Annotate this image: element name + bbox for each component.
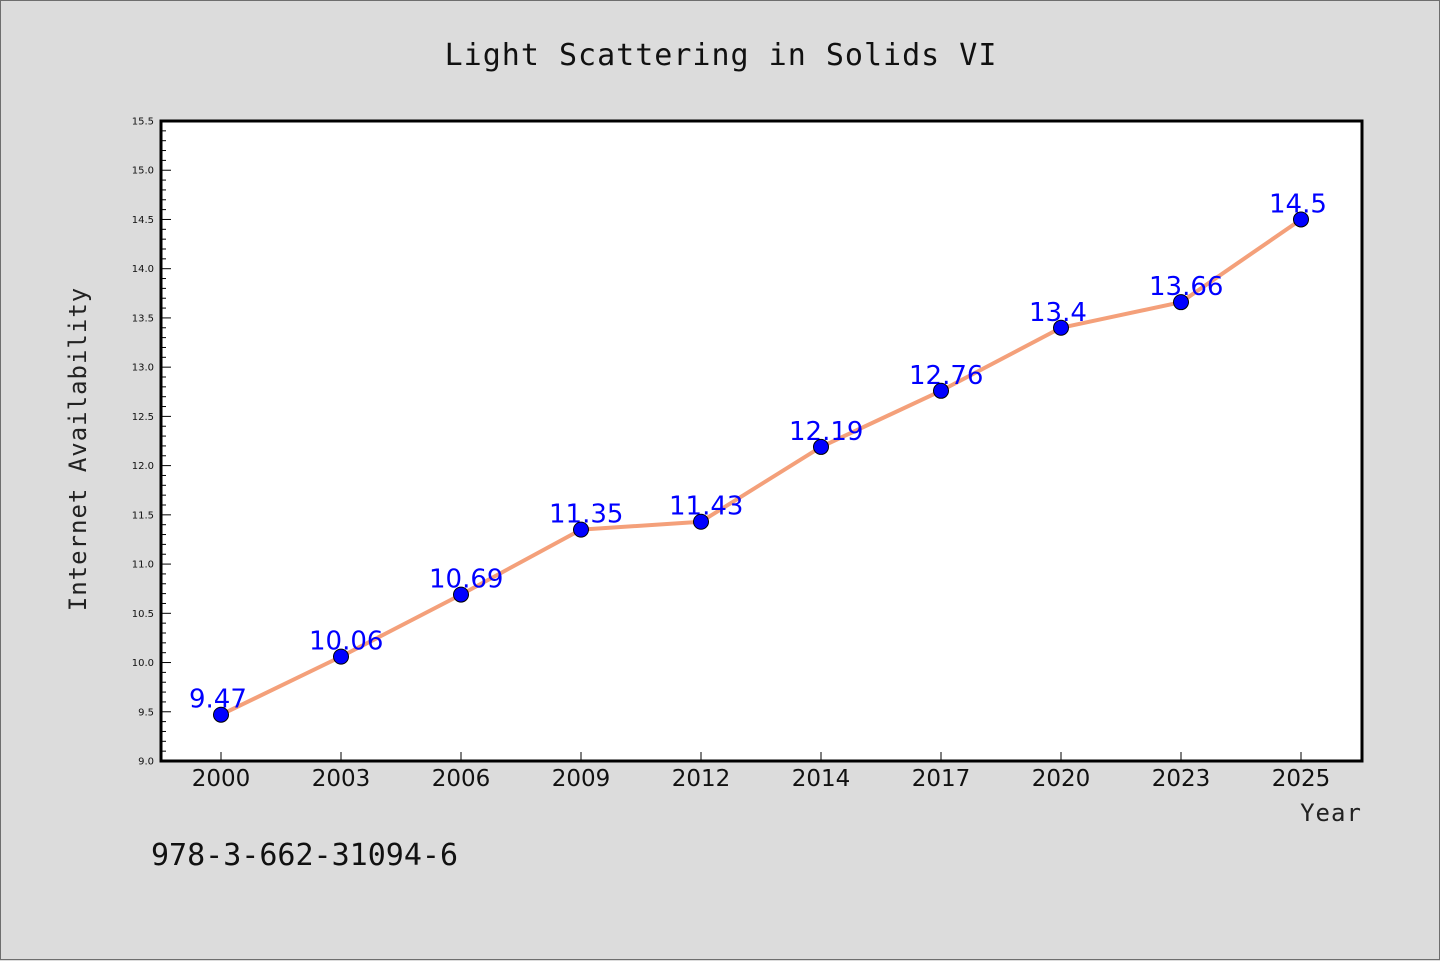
x-tick-label: 2017 bbox=[912, 766, 971, 792]
y-tick-label: 11.5 bbox=[132, 510, 154, 521]
series-line bbox=[219, 217, 1303, 717]
x-tick-label: 2023 bbox=[1152, 766, 1211, 792]
x-axis-label: Year bbox=[1300, 799, 1362, 827]
y-tick-label: 13.0 bbox=[132, 363, 154, 374]
y-axis-label: Internet Availability bbox=[64, 287, 92, 611]
x-tick-label: 2014 bbox=[792, 766, 851, 792]
data-point bbox=[1053, 319, 1069, 336]
data-points bbox=[213, 211, 1309, 723]
data-point bbox=[453, 586, 469, 603]
isbn-text: 978-3-662-31094-6 bbox=[151, 838, 458, 873]
data-point bbox=[573, 521, 589, 538]
plot-area bbox=[159, 119, 1364, 763]
y-tick-label: 10.0 bbox=[132, 658, 154, 669]
x-tick-label: 2003 bbox=[312, 766, 371, 792]
y-tick-label: 12.0 bbox=[132, 461, 154, 472]
x-tick-label: 2012 bbox=[672, 766, 731, 792]
data-point bbox=[333, 648, 349, 665]
y-tick-label: 9.0 bbox=[138, 757, 154, 768]
y-tick-label: 10.5 bbox=[132, 609, 154, 620]
x-tick-label: 2020 bbox=[1032, 766, 1091, 792]
x-axis: 2000 2003 2006 2009 2012 2014 2017 2020 2023 2025 bbox=[192, 752, 1331, 792]
data-point bbox=[813, 438, 829, 455]
x-tick-label: 2025 bbox=[1272, 766, 1331, 792]
x-tick-label: 2006 bbox=[432, 766, 491, 792]
y-tick-label: 13.5 bbox=[132, 313, 154, 324]
y-axis: 9.0 9.5 10.0 10.5 11.0 11.5 12.0 12.5 13.0 13.5 14… bbox=[132, 117, 171, 768]
y-tick-label: 9.5 bbox=[138, 707, 154, 718]
series-polyline bbox=[219, 217, 1303, 717]
y-tick-label: 14.0 bbox=[132, 264, 154, 275]
y-tick-label: 15.0 bbox=[132, 166, 154, 177]
x-tick-label: 2009 bbox=[552, 766, 611, 792]
chart-title: Light Scattering in Solids VI bbox=[445, 38, 998, 73]
data-point bbox=[933, 382, 949, 399]
x-tick-label: 2000 bbox=[192, 766, 251, 792]
y-tick-label: 12.5 bbox=[132, 412, 154, 423]
y-tick-label: 11.0 bbox=[132, 560, 154, 571]
data-point bbox=[1293, 211, 1309, 228]
data-point bbox=[693, 513, 709, 530]
y-tick-label: 15.5 bbox=[132, 117, 154, 128]
data-point bbox=[213, 706, 229, 723]
y-tick-label: 14.5 bbox=[132, 215, 154, 226]
data-point bbox=[1173, 294, 1189, 311]
